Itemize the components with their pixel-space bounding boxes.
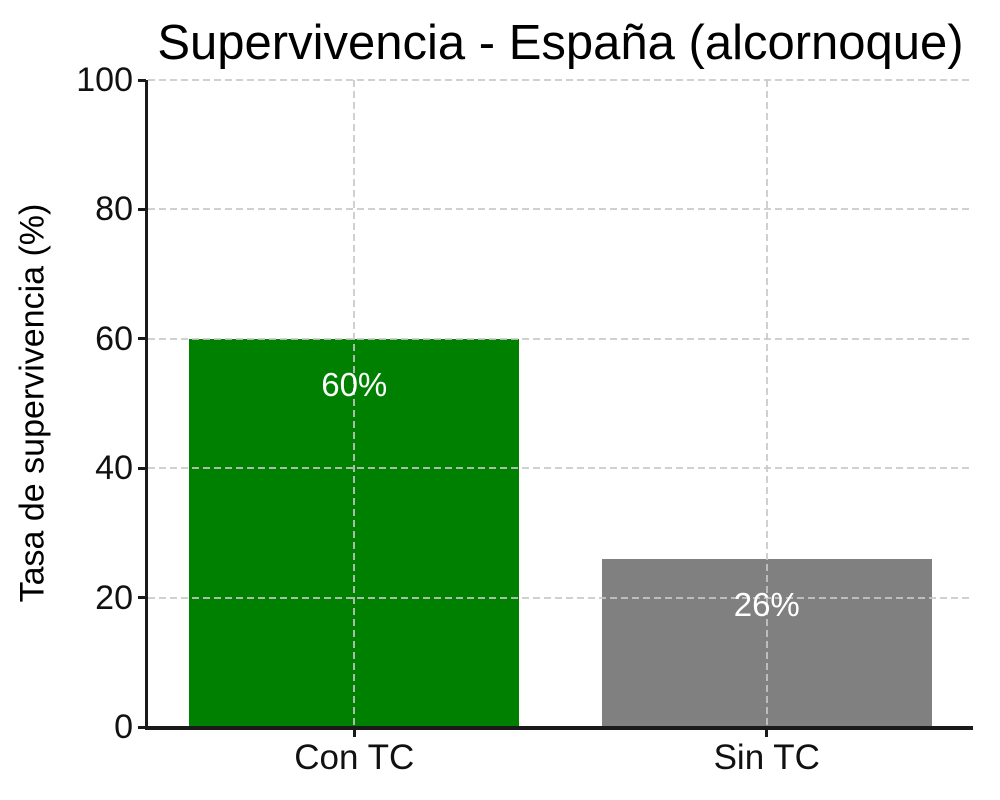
gridline-x-sin-tc [765, 80, 768, 727]
gridline-y-40 [148, 467, 973, 470]
y-tick-60 [138, 337, 146, 341]
x-axis-spine [145, 726, 973, 730]
bar-value-label-sin-tc: 26% [733, 585, 800, 623]
y-axis-label: Tasa de supervivencia (%) [13, 203, 52, 603]
y-tick-20 [138, 596, 146, 600]
y-tick-0 [138, 725, 146, 729]
bar-value-label-con-tc: 60% [321, 365, 388, 403]
gridline-y-20 [148, 596, 973, 599]
x-tick-label-sin-tc: Sin TC [713, 738, 820, 777]
y-tick-label-80: 80 [95, 190, 133, 229]
gridline-x-con-tc [353, 80, 356, 727]
chart-title: Supervivencia - España (alcornoque) [157, 16, 964, 70]
plot-area: 60% Con TC 26% Sin TC 0 20 40 60 80 100 [76, 63, 973, 776]
y-tick-label-20: 20 [95, 578, 133, 617]
gridline-y-80 [148, 208, 973, 211]
x-tick-con-tc [352, 729, 356, 737]
y-tick-80 [138, 207, 146, 211]
gridline-y-100 [148, 79, 973, 81]
y-tick-label-0: 0 [114, 708, 133, 746]
gridline-y-60 [148, 337, 973, 340]
y-tick-label-40: 40 [95, 449, 133, 488]
y-tick-40 [138, 466, 146, 470]
y-axis-spine [145, 80, 148, 730]
x-tick-sin-tc [765, 729, 769, 737]
y-tick-label-100: 100 [76, 61, 133, 99]
y-tick-100 [138, 78, 146, 82]
x-tick-label-con-tc: Con TC [294, 738, 415, 777]
y-tick-label-60: 60 [95, 319, 133, 358]
